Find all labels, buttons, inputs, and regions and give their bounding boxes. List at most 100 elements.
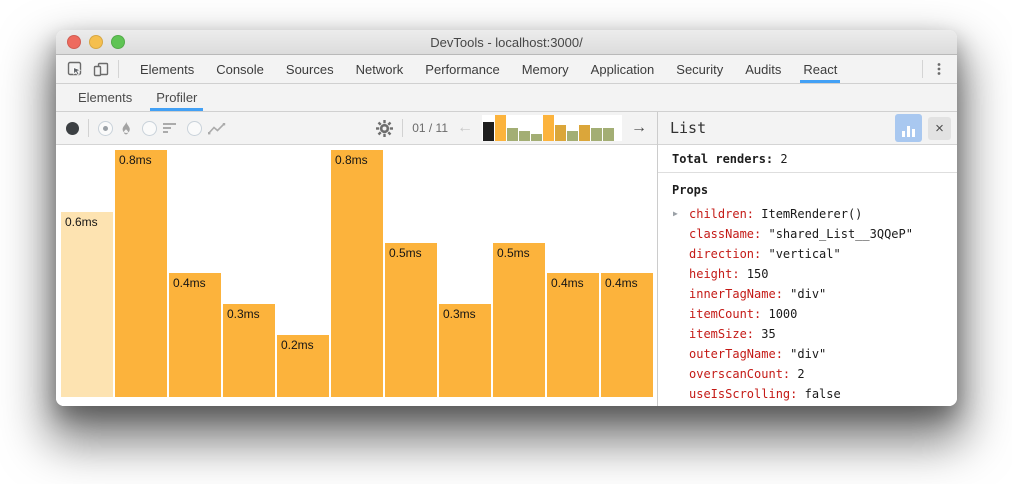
commit-selector-minimap[interactable]: [482, 115, 622, 141]
toolbar-divider: [922, 60, 923, 78]
view-render-chart-button[interactable]: [895, 114, 922, 142]
interactions-radio[interactable]: [187, 120, 202, 136]
subtab-elements[interactable]: Elements: [78, 90, 133, 105]
zoom-window-button[interactable]: [111, 35, 125, 49]
prop-key: useIsScrolling:: [689, 387, 798, 401]
commit-bar-label: 0.4ms: [605, 276, 638, 290]
interactions-view-option[interactable]: [187, 120, 226, 136]
toggle-device-toolbar-button[interactable]: [88, 55, 114, 83]
component-name: List: [670, 119, 707, 137]
props-title: Props: [672, 183, 709, 197]
commit-bar-label: 0.8ms: [335, 153, 368, 167]
tab-performance[interactable]: Performance: [425, 61, 500, 77]
next-commit-button[interactable]: →: [631, 119, 647, 136]
tab-react[interactable]: React: [792, 55, 848, 83]
profiler-settings-button[interactable]: [376, 119, 394, 137]
commit-bar[interactable]: 0.8ms: [115, 150, 167, 397]
prop-row: height: 150: [672, 264, 943, 284]
prop-row: direction: "vertical": [672, 244, 943, 264]
ranked-view-option[interactable]: [142, 120, 178, 136]
prop-row: ▶ children: ItemRenderer(): [672, 204, 943, 224]
prop-key: itemCount:: [689, 307, 762, 321]
commit-bar[interactable]: 0.4ms: [601, 273, 653, 397]
commit-bar-label: 0.4ms: [173, 276, 206, 290]
commit-bar[interactable]: 0.4ms: [547, 273, 599, 397]
prop-key: height:: [689, 267, 740, 281]
record-button[interactable]: [66, 121, 79, 135]
commit-bar[interactable]: 0.2ms: [277, 335, 329, 397]
inspect-element-button[interactable]: [62, 55, 88, 83]
commit-bar[interactable]: 0.6ms: [61, 212, 113, 397]
tab-security[interactable]: Security: [676, 61, 724, 77]
prop-row: useIsScrolling: false: [672, 384, 943, 404]
minimap-bar[interactable]: [567, 131, 578, 141]
prop-key: direction:: [689, 247, 762, 261]
minimize-window-button[interactable]: [89, 35, 103, 49]
minimap-bar[interactable]: [483, 122, 494, 141]
minimap-bar[interactable]: [579, 125, 590, 141]
prop-row: outerTagName: "div": [672, 344, 943, 364]
commit-bar[interactable]: 0.4ms: [169, 273, 221, 397]
inspect-icon: [67, 61, 82, 76]
profiler-toolbar: 01 / 11 ← →: [56, 112, 657, 145]
close-window-button[interactable]: [67, 35, 81, 49]
close-details-button[interactable]: ×: [928, 116, 951, 140]
minimap-bar[interactable]: [603, 128, 614, 141]
title-bar: DevTools - localhost:3000/: [56, 30, 957, 55]
subtab-profiler[interactable]: Profiler: [144, 84, 209, 111]
toolbar-divider: [402, 119, 404, 137]
tab-sources[interactable]: Sources: [285, 61, 334, 77]
expand-arrow-icon[interactable]: ▶: [673, 209, 678, 218]
commit-counter: 01 / 11: [412, 121, 448, 135]
total-renders-value: 2: [780, 152, 788, 166]
commit-bar-label: 0.3ms: [227, 307, 260, 321]
tab-console[interactable]: Console: [216, 61, 264, 77]
prop-row: overscanCount: 2: [672, 364, 943, 384]
gear-icon: [376, 119, 394, 137]
prop-row: innerTagName: "div": [672, 284, 943, 304]
commit-bar-label: 0.8ms: [119, 153, 152, 167]
bar-chart-icon: [902, 131, 905, 137]
minimap-bar[interactable]: [495, 115, 506, 141]
minimap-bar[interactable]: [519, 131, 530, 141]
prop-value: "vertical": [761, 247, 841, 261]
tab-memory[interactable]: Memory: [521, 61, 569, 77]
commit-bar[interactable]: 0.5ms: [385, 243, 437, 397]
props-section: Props ▶ children: ItemRenderer() className…: [658, 173, 957, 406]
minimap-bar[interactable]: [543, 115, 554, 141]
component-details-pane: List × Total renders: 2 Props ▶ children:…: [657, 112, 957, 406]
devtools-window: DevTools - localhost:3000/ Elements Conso…: [56, 30, 957, 406]
commit-bar[interactable]: 0.8ms: [331, 150, 383, 397]
minimap-bar[interactable]: [507, 128, 518, 141]
prop-row: itemCount: 1000: [672, 304, 943, 324]
flame-icon: [122, 121, 130, 134]
commit-bar[interactable]: 0.3ms: [223, 304, 275, 397]
prop-key: outerTagName:: [689, 347, 783, 361]
commit-bar-label: 0.5ms: [497, 246, 530, 260]
prop-value: "div": [782, 347, 827, 361]
commit-bar[interactable]: 0.3ms: [439, 304, 491, 397]
commit-bar-label: 0.6ms: [65, 215, 98, 229]
more-options-button[interactable]: [927, 55, 951, 83]
minimap-bar[interactable]: [555, 125, 566, 141]
minimap-bar[interactable]: [531, 134, 542, 141]
commit-bar[interactable]: 0.5ms: [493, 243, 545, 397]
props-list: ▶ children: ItemRenderer() className: "sha…: [672, 204, 943, 406]
tab-elements[interactable]: Elements: [140, 61, 195, 77]
content: 01 / 11 ← → 0.6ms 0.8ms 0.4ms 0.3ms 0.2ms 0.8…: [56, 112, 957, 406]
tab-application[interactable]: Application: [590, 61, 655, 77]
total-renders-label: Total renders:: [672, 152, 774, 166]
ranked-radio[interactable]: [142, 120, 157, 136]
prop-value: 1000: [761, 307, 798, 321]
previous-commit-button[interactable]: ←: [457, 119, 473, 136]
minimap-bar[interactable]: [591, 128, 602, 141]
details-header: List ×: [658, 112, 957, 145]
prop-value: "shared_List__3QQeP": [761, 227, 913, 241]
kebab-menu-icon: [937, 63, 941, 75]
prop-key: className:: [689, 227, 762, 241]
tab-network[interactable]: Network: [355, 61, 404, 77]
flamegraph-view-option[interactable]: [98, 120, 133, 136]
tab-audits[interactable]: Audits: [745, 61, 782, 77]
prop-value: false: [797, 387, 841, 401]
flamegraph-radio[interactable]: [98, 120, 113, 136]
